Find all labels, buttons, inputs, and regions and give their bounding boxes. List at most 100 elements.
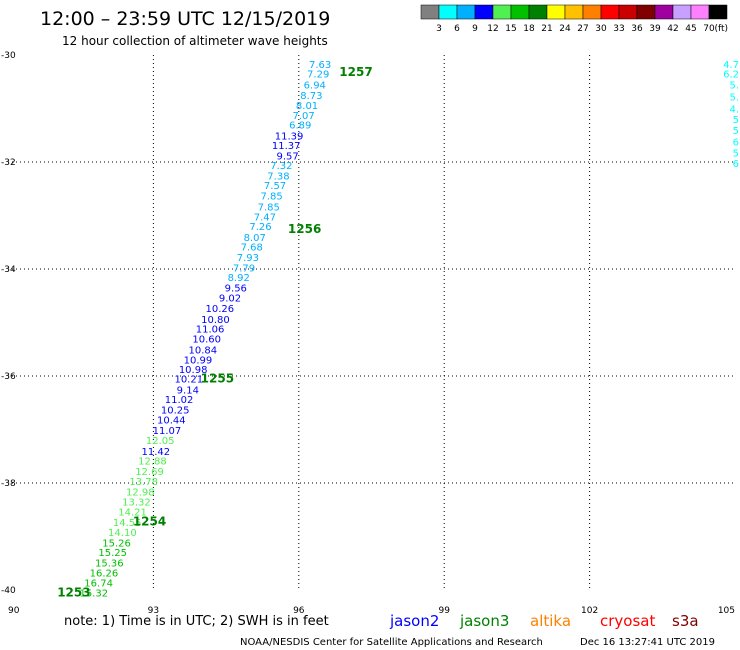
wave-height-point: 14.55 bbox=[113, 518, 142, 529]
wave-height-point: 5. bbox=[729, 80, 739, 91]
wave-height-point: 11.42 bbox=[142, 447, 171, 458]
pass-label: 1254 bbox=[133, 515, 166, 529]
wave-height-point: 9.57 bbox=[277, 152, 299, 163]
wave-height-point: 7.85 bbox=[258, 202, 280, 213]
chart-title: 12:00 – 23:59 UTC 12/15/2019 bbox=[40, 8, 330, 30]
colorbar-swatch bbox=[654, 4, 674, 20]
colorbar-label: 39 bbox=[649, 24, 661, 34]
colorbar-swatch bbox=[636, 4, 656, 20]
satellite-legend-item: jason2 bbox=[389, 612, 439, 630]
pass-label: 1253 bbox=[57, 586, 90, 600]
wave-height-point: 13.32 bbox=[122, 498, 151, 509]
wave-height-point: 6 bbox=[733, 159, 739, 170]
wave-height-point: 11.39 bbox=[275, 131, 304, 142]
y-tick-label: -32 bbox=[1, 158, 16, 168]
x-tick-label: 105 bbox=[718, 606, 735, 616]
pass-label: 1256 bbox=[288, 222, 321, 236]
colorbar-label: 30 bbox=[595, 24, 607, 34]
satellite-legend-item: s3a bbox=[672, 612, 699, 630]
x-tick-label: 93 bbox=[148, 606, 159, 616]
wave-height-point: 7.32 bbox=[270, 161, 292, 172]
wave-height-point: 11.37 bbox=[272, 141, 301, 152]
wave-height-point: 5 bbox=[733, 148, 739, 159]
wave-height-point: 10.44 bbox=[157, 415, 186, 426]
satellite-legend-item: jason3 bbox=[459, 612, 509, 630]
wave-height-points: 7.637.296.948.738.017.076.8911.3911.379.… bbox=[79, 60, 739, 600]
pass-label: 1257 bbox=[339, 65, 372, 79]
x-axis-ticks: 90 93 96 99 102 105 bbox=[8, 606, 735, 616]
wave-height-point: 12.69 bbox=[135, 467, 164, 478]
pass-label: 1255 bbox=[201, 372, 234, 386]
colorbar-label: 36 bbox=[631, 24, 643, 34]
wave-height-point: 16.74 bbox=[84, 579, 113, 590]
colorbar-label: 45 bbox=[685, 24, 696, 34]
wave-height-point: 10.84 bbox=[189, 345, 218, 356]
colorbar-label: 21 bbox=[541, 24, 552, 34]
wave-height-point: 5 bbox=[733, 126, 739, 137]
colorbar-swatch bbox=[582, 4, 602, 20]
x-tick-label: 99 bbox=[438, 606, 450, 616]
colorbar-label: 24 bbox=[559, 24, 571, 34]
wave-height-point: 12.98 bbox=[126, 488, 155, 499]
x-tick-label: 102 bbox=[581, 606, 598, 616]
wave-height-point: 10.99 bbox=[184, 355, 213, 366]
wave-height-point: 7.63 bbox=[309, 60, 331, 71]
x-tick-label: 90 bbox=[8, 606, 20, 616]
wave-height-point: 10.26 bbox=[205, 304, 234, 315]
wave-height-point: 13.78 bbox=[129, 477, 158, 488]
wave-height-point: 4. bbox=[729, 105, 739, 116]
satellite-legend: jason2 jason3 altika cryosat s3a bbox=[389, 612, 699, 630]
wave-height-point: 10.80 bbox=[201, 315, 230, 326]
wave-height-point: 4.7 bbox=[723, 60, 739, 71]
colorbar-label: 70 bbox=[703, 24, 715, 34]
wave-height-point: 7.29 bbox=[307, 70, 329, 81]
wave-height-point: 6 bbox=[733, 138, 739, 149]
colorbar-label: 15 bbox=[505, 24, 516, 34]
wave-height-point: 7.26 bbox=[249, 222, 271, 233]
wave-height-point: 6.2 bbox=[723, 70, 739, 81]
wave-height-point: 8.01 bbox=[296, 101, 318, 112]
wave-height-point: 8.07 bbox=[244, 233, 266, 244]
wave-height-point: 6.94 bbox=[304, 80, 326, 91]
credit-text: NOAA/NESDIS Center for Satellite Applica… bbox=[240, 637, 543, 648]
wave-height-point: 14.21 bbox=[118, 507, 147, 518]
colorbar-label: 33 bbox=[613, 24, 624, 34]
wave-height-point: 11.07 bbox=[153, 426, 182, 437]
x-tick-label: 96 bbox=[293, 606, 305, 616]
wave-height-point: 5 bbox=[733, 115, 739, 126]
wave-height-point: 8.73 bbox=[300, 91, 322, 102]
colorbar-swatch bbox=[672, 4, 692, 20]
wave-height-point: 15.26 bbox=[102, 538, 131, 549]
y-tick-label: -38 bbox=[1, 479, 16, 489]
colorbar-swatch bbox=[456, 4, 476, 20]
colorbar-unit: (ft) bbox=[714, 24, 728, 34]
colorbar-label: 6 bbox=[454, 24, 460, 34]
y-tick-label: -30 bbox=[1, 51, 16, 61]
wave-height-point: 16.26 bbox=[90, 568, 119, 579]
colorbar-swatch bbox=[564, 4, 584, 20]
wave-height-point: 15.25 bbox=[98, 548, 127, 559]
wave-height-point: 7.79 bbox=[233, 263, 255, 274]
colorbar-swatch bbox=[618, 4, 638, 20]
chart-subtitle: 12 hour collection of altimeter wave hei… bbox=[62, 34, 328, 48]
wave-height-point: 7.68 bbox=[241, 243, 263, 254]
wave-height-point: 10.98 bbox=[179, 365, 208, 376]
colorbar-swatch bbox=[438, 4, 458, 20]
colorbar-swatch bbox=[546, 4, 566, 20]
wave-height-point: 7.57 bbox=[264, 181, 286, 192]
wave-height-point: 10.60 bbox=[192, 335, 221, 346]
colorbar-label: 12 bbox=[487, 24, 498, 34]
wave-height-point: 6.89 bbox=[289, 121, 311, 132]
wave-height-point: 9.14 bbox=[177, 385, 199, 396]
colorbar-label: 42 bbox=[667, 24, 678, 34]
wave-height-point: 10.21 bbox=[174, 375, 203, 386]
satellite-legend-item: altika bbox=[530, 612, 571, 630]
colorbar-label: 9 bbox=[472, 24, 478, 34]
colorbar-swatch bbox=[528, 4, 548, 20]
y-tick-label: -36 bbox=[1, 372, 16, 382]
colorbar-swatch bbox=[474, 4, 494, 20]
colorbar-swatch bbox=[492, 4, 512, 20]
wave-height-point: 9.02 bbox=[219, 293, 241, 304]
pass-number-labels: 1257 1256 1255 1254 1253 bbox=[57, 65, 372, 600]
